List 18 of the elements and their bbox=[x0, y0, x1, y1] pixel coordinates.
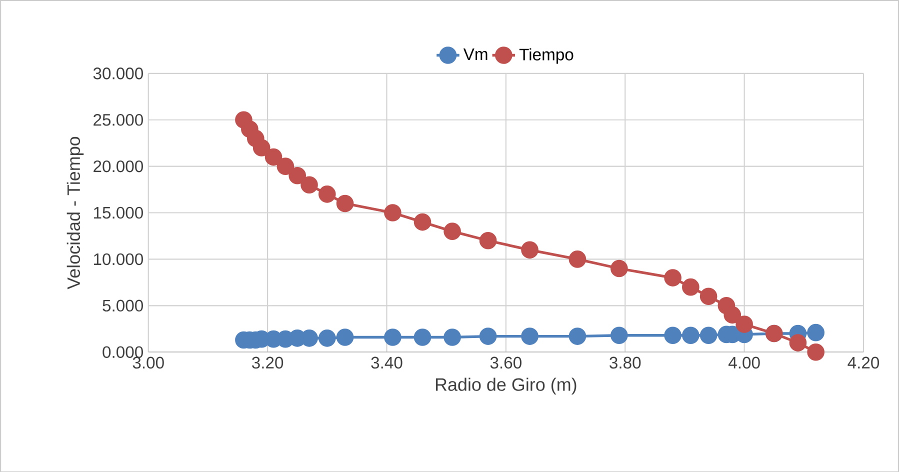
legend-label: Tiempo bbox=[519, 48, 574, 64]
y-tick-label: 20.000 bbox=[94, 160, 143, 172]
x-tick-label: 4.20 bbox=[848, 356, 880, 368]
x-tick-label: 3.80 bbox=[610, 356, 641, 368]
x-tick-label: 3.60 bbox=[490, 356, 522, 368]
y-tick-label: 15.000 bbox=[94, 206, 143, 218]
y-tick-label: 10.000 bbox=[94, 253, 143, 265]
y-axis-title: Velocidad - Tiempo bbox=[66, 136, 84, 290]
x-axis-title: Radio de Giro (m) bbox=[436, 377, 576, 394]
y-tick-label: 25.000 bbox=[94, 114, 143, 126]
x-tick-label: 4.00 bbox=[728, 356, 760, 368]
y-tick-label: 5.000 bbox=[102, 300, 144, 312]
y-tick-label: 0.000 bbox=[102, 346, 144, 358]
x-tick-label: 3.40 bbox=[371, 356, 402, 368]
x-tick-label: 3.20 bbox=[252, 356, 284, 368]
legend-label: Vm bbox=[463, 48, 488, 60]
x-tick-label: 3.00 bbox=[132, 356, 164, 368]
y-tick-label: 30.000 bbox=[93, 67, 143, 80]
